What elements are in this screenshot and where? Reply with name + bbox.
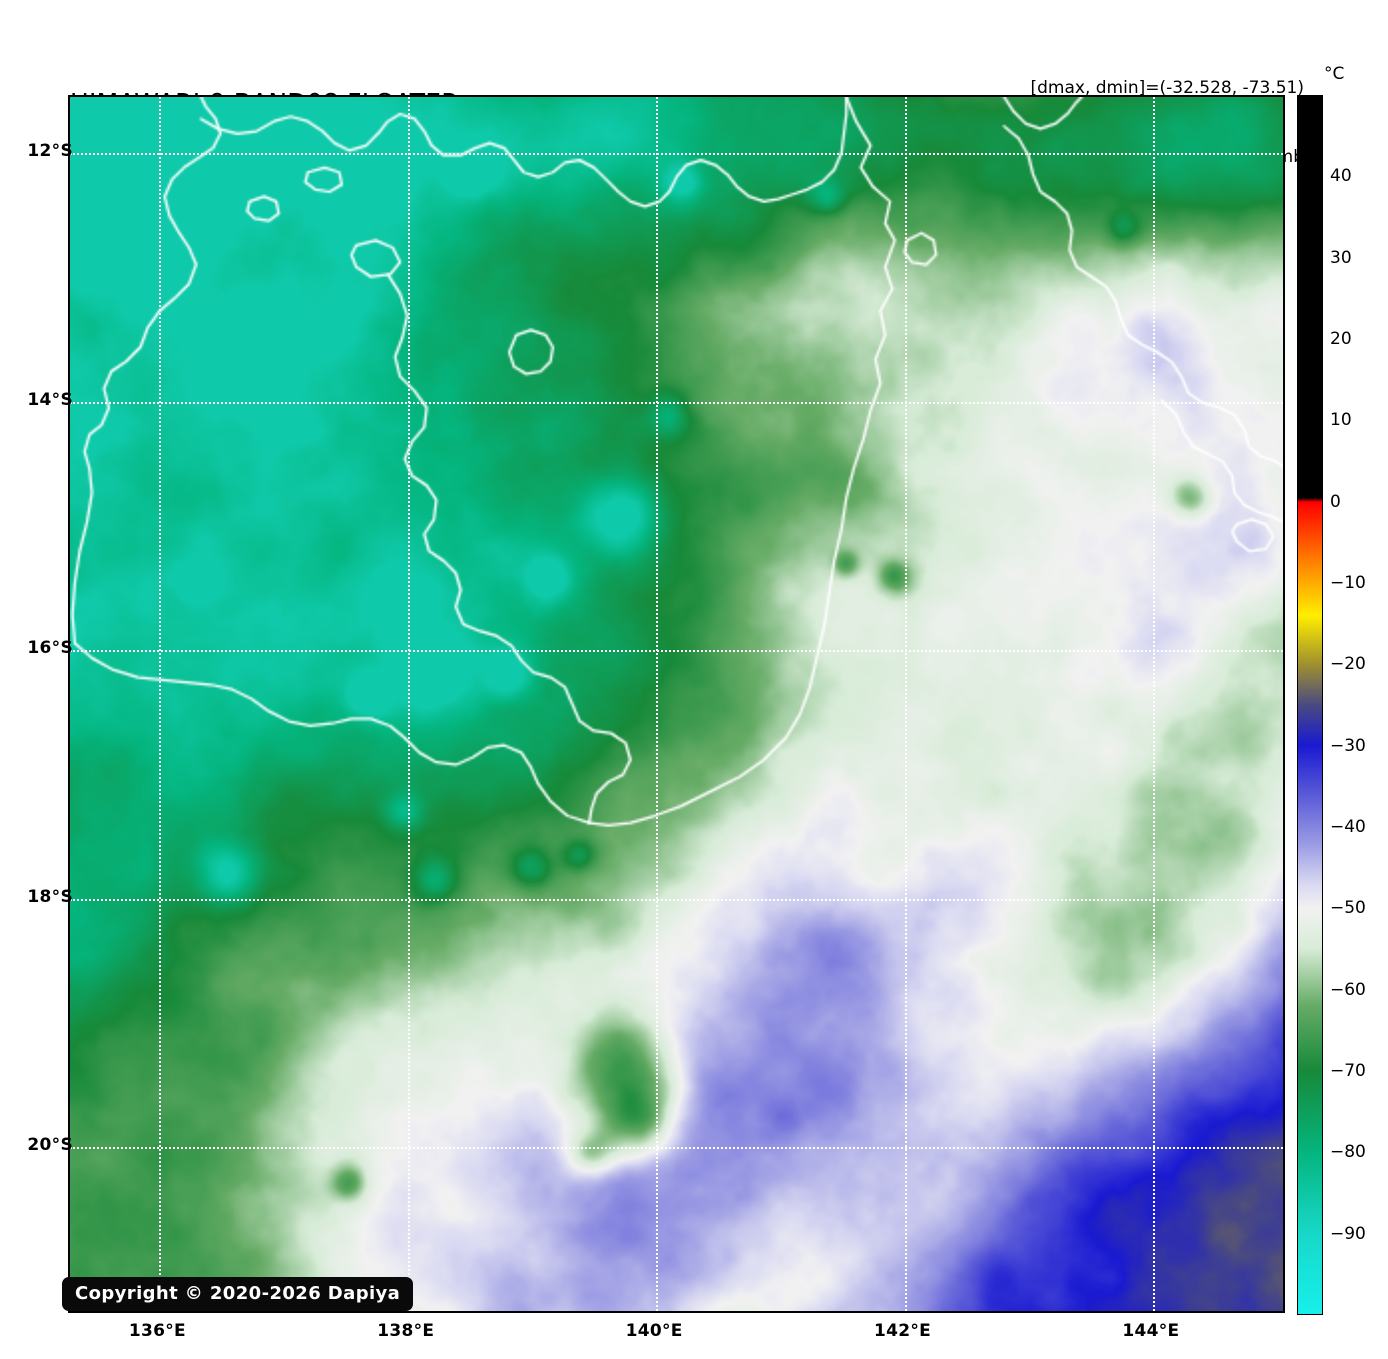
longitude-tick-label: 136°E xyxy=(128,1321,186,1341)
colorbar-tick-label: −60 xyxy=(1330,979,1366,1000)
temperature-colorbar[interactable] xyxy=(1297,95,1323,1315)
colorbar-tick-label: −50 xyxy=(1330,898,1366,919)
latitude-tick-label: 16°S xyxy=(27,638,73,659)
colorbar-tick-label: −10 xyxy=(1330,573,1366,593)
colorbar-tick-label: −30 xyxy=(1330,735,1366,756)
colorbar-tick-label: −80 xyxy=(1330,1142,1366,1163)
colorbar-gradient xyxy=(1298,96,1322,1314)
longitude-tick-label: 142°E xyxy=(873,1321,932,1341)
copyright-badge: Copyright © 2020-2026 Dapiya xyxy=(62,1277,414,1311)
colorbar-tick-label: −70 xyxy=(1330,1061,1366,1081)
colorbar-tick-label: −40 xyxy=(1330,817,1366,837)
colorbar-unit-label: °C xyxy=(1324,64,1345,84)
latitude-tick-label: 20°S xyxy=(27,1135,73,1156)
longitude-tick-label: 140°E xyxy=(625,1321,683,1341)
latitude-tick-label: 12°S xyxy=(27,140,73,161)
longitude-tick-label: 144°E xyxy=(1122,1321,1180,1341)
colorbar-tick-label: 40 xyxy=(1330,166,1352,187)
longitude-tick-label: 138°E xyxy=(377,1321,435,1341)
colorbar-tick-label: 20 xyxy=(1330,329,1352,349)
colorbar-tick-label: 30 xyxy=(1330,247,1352,268)
latitude-tick-label: 18°S xyxy=(27,886,73,907)
satellite-infrared-imagery xyxy=(70,97,1283,1311)
latitude-tick-label: 14°S xyxy=(27,389,73,410)
colorbar-tick-label: 10 xyxy=(1330,410,1352,431)
dmax-dmin-label: [dmax, dmin]=(-32.528, -73.51) xyxy=(1030,78,1305,98)
satellite-image-plot[interactable] xyxy=(68,95,1285,1313)
colorbar-tick-label: 0 xyxy=(1330,491,1341,512)
colorbar-tick-label: −90 xyxy=(1330,1223,1366,1244)
colorbar-tick-label: −20 xyxy=(1330,654,1366,675)
